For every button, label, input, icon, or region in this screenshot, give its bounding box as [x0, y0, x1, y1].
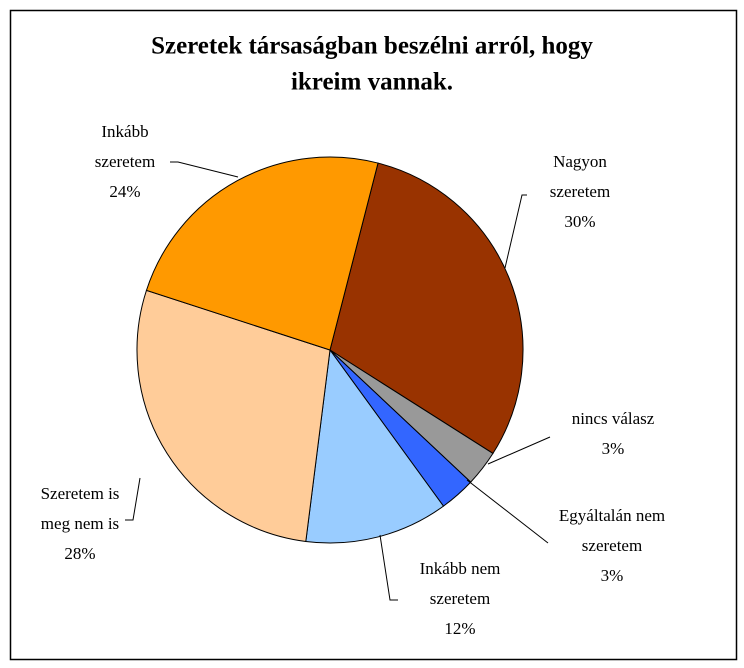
slice-label: szeretem	[550, 182, 610, 201]
slice-label: szeretem	[430, 589, 490, 608]
leader-line	[487, 436, 551, 465]
slice-label: Egyáltalán nem	[559, 506, 665, 525]
value-label: 3%	[601, 566, 624, 585]
pie-slice	[305, 348, 445, 544]
slice-label: szeretem	[582, 536, 642, 555]
value-label: 3%	[602, 439, 625, 458]
slice-label: Nagyon	[553, 152, 607, 171]
chart-title: Szeretek társaságban beszélni arról, hog…	[151, 33, 593, 60]
leader-line	[504, 194, 527, 269]
slice-label: meg nem is	[41, 514, 119, 533]
leader-line	[125, 477, 141, 521]
leader-line	[170, 161, 239, 178]
leader-line	[379, 534, 398, 601]
slice-label: Szeretem is	[41, 484, 120, 503]
value-label: 12%	[444, 619, 475, 638]
value-label: 24%	[109, 182, 140, 201]
chart-title: ikreim vannak.	[291, 69, 453, 96]
pie-slice	[329, 162, 524, 455]
leader-line	[466, 479, 549, 544]
slice-label: nincs válasz	[572, 409, 655, 428]
value-label: 30%	[564, 212, 595, 231]
value-label: 28%	[64, 544, 95, 563]
slice-label: szeretem	[95, 152, 155, 171]
slice-label: Inkább nem	[420, 559, 501, 578]
slice-label: Inkább	[101, 122, 148, 141]
pie-slice	[136, 289, 331, 543]
pie-slice	[145, 156, 379, 351]
